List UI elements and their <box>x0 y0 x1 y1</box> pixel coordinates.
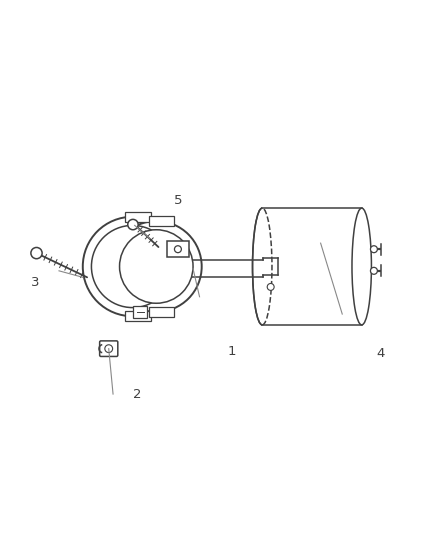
Circle shape <box>111 221 202 312</box>
Bar <box>262 208 362 325</box>
Ellipse shape <box>253 208 272 325</box>
FancyBboxPatch shape <box>125 311 151 321</box>
Circle shape <box>31 247 42 259</box>
Ellipse shape <box>352 208 371 325</box>
Circle shape <box>128 220 138 230</box>
Text: 4: 4 <box>377 348 385 360</box>
FancyBboxPatch shape <box>125 212 151 222</box>
Circle shape <box>83 217 182 316</box>
Circle shape <box>92 225 173 308</box>
Circle shape <box>371 268 378 274</box>
FancyBboxPatch shape <box>149 216 174 226</box>
Circle shape <box>105 345 113 352</box>
Circle shape <box>267 284 274 290</box>
Bar <box>180 260 263 277</box>
FancyBboxPatch shape <box>149 307 174 317</box>
Circle shape <box>371 246 378 253</box>
FancyBboxPatch shape <box>100 341 118 357</box>
FancyBboxPatch shape <box>167 241 189 257</box>
Circle shape <box>174 246 181 253</box>
Text: 1: 1 <box>228 345 236 358</box>
Text: 2: 2 <box>133 389 141 401</box>
Circle shape <box>120 230 193 303</box>
Text: 5: 5 <box>173 194 182 207</box>
FancyBboxPatch shape <box>133 306 148 318</box>
Text: 3: 3 <box>31 276 39 289</box>
